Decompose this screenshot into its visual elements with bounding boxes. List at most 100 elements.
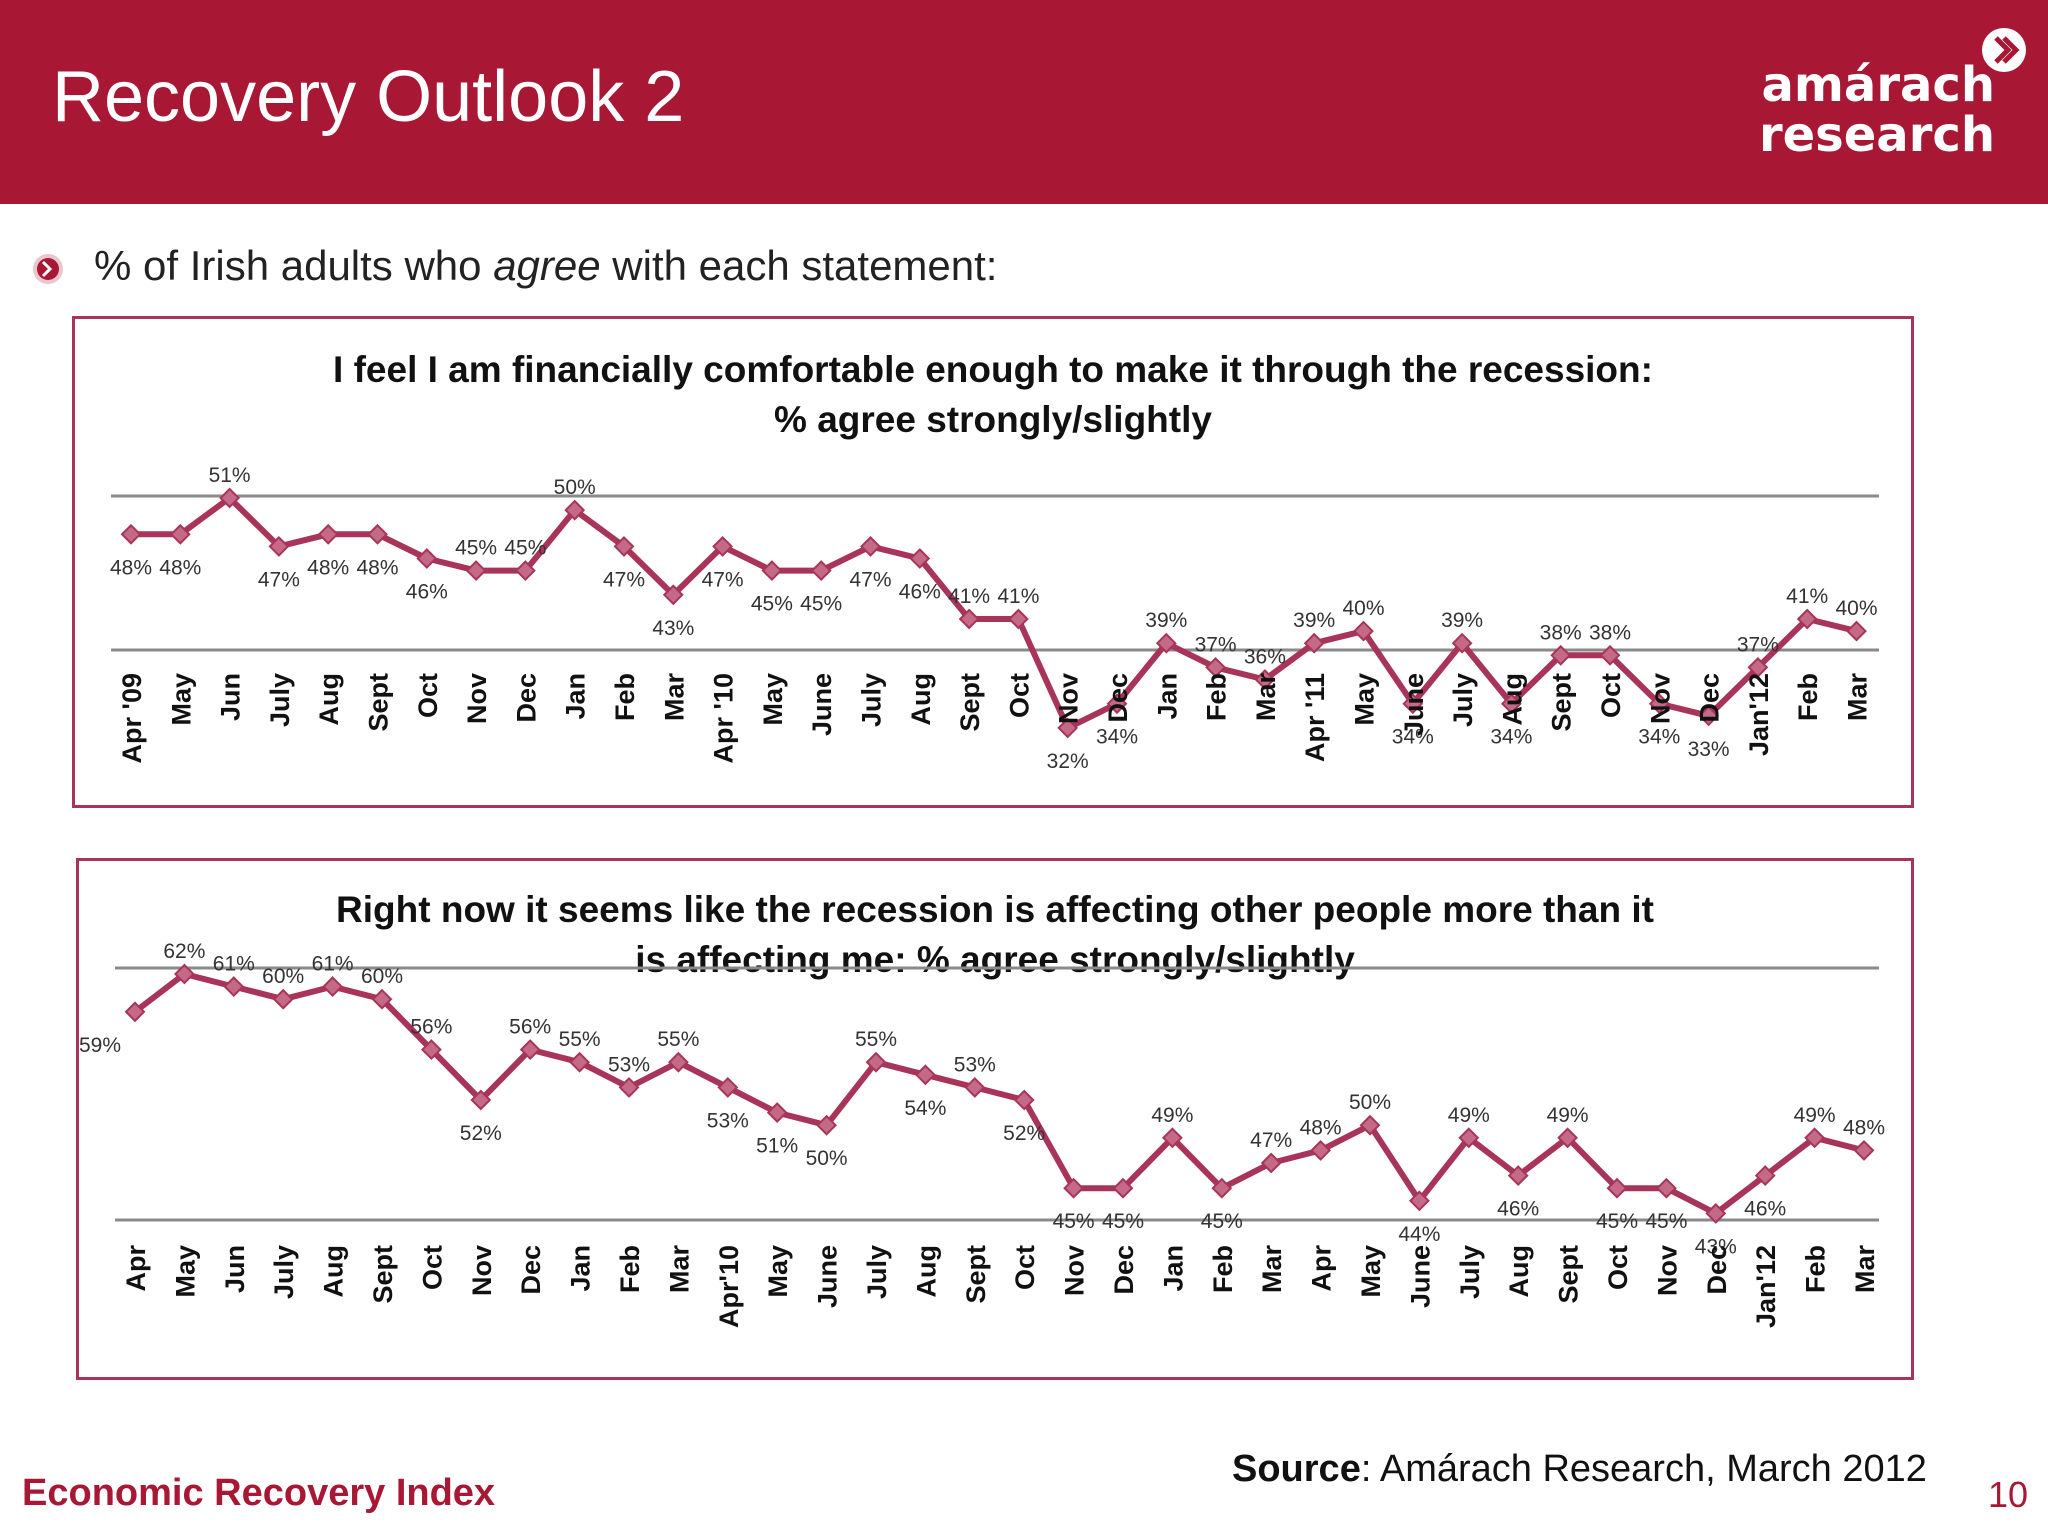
chart1-point [1205,656,1227,678]
chart1-tick-label: Mar [1843,673,1873,722]
chart1-tick-label: Apr '10 [709,673,739,763]
chart2-data-label: 45% [1596,1210,1638,1233]
chart1-point [662,584,684,606]
chart2-data-label: 43% [1695,1235,1737,1258]
chart2-point [1853,1139,1875,1161]
chart1-data-label: 34% [1096,726,1138,749]
chart2-point [272,988,294,1010]
chart2-data-label: 45% [1201,1210,1243,1233]
header-bar: Recovery Outlook 2 amárach research [0,0,2048,204]
chart1-point [860,535,881,557]
chart1-point [1796,608,1818,630]
chart2-data-label: 53% [954,1053,996,1076]
chart2-tick-label: Jun [220,1245,250,1293]
chart1-tick-label: Feb [1793,673,1823,721]
chart1-title-line1: I feel I am financially comfortable enou… [333,349,1653,390]
subtitle-pre: % of Irish adults who [94,242,494,289]
chart2-data-label: 46% [1497,1198,1539,1221]
chart1-point [1254,669,1276,690]
chart1-point [317,523,339,545]
chart1-tick-label: June [807,673,837,736]
chart1-point [1353,620,1374,642]
chart2-data-label: 50% [806,1147,848,1170]
chart2-point [1804,1127,1826,1149]
chart2-title-line2: is affecting me: % agree strongly/slight… [635,939,1355,980]
chart1-data-label: 38% [1589,621,1631,644]
chart1-point [1106,693,1128,715]
chart2-tick-label: Jan'12 [1751,1245,1781,1328]
chart1-tick-label: Jun [216,673,246,721]
chart1-data-label: 39% [1441,609,1483,632]
chart1-data-label: 33% [1688,738,1730,761]
chart2-tick-label: Mar [1850,1245,1880,1294]
chart-affecting-others: Right now it seems like the recession is… [76,858,1914,1380]
chart2-data-label: 55% [855,1028,897,1051]
chart2-data-label: 55% [657,1028,699,1051]
chart2-point [1754,1165,1776,1187]
bullet-chevron-icon [33,254,63,284]
chart2-tick-label: Nov [467,1245,497,1296]
chart1-tick-label: Mar [1251,673,1281,722]
chart2-tick-label: Aug [319,1245,349,1297]
chart2-data-label: 55% [559,1028,601,1051]
chart1-tick-label: Apr '11 [1300,673,1330,762]
chart1-tick-label: Oct [1004,673,1034,718]
chart2-point [1260,1152,1282,1174]
chart2-tick-label: Aug [911,1245,941,1297]
source-note: Source: Amárach Research, March 2012 [1232,1448,1927,1491]
chart2-point [1013,1089,1035,1111]
chart1-tick-label: Sept [955,673,985,732]
chart1-data-label: 32% [1047,750,1089,773]
chart1-data-label: 38% [1540,621,1582,644]
chart2-tick-label: Apr [1307,1245,1337,1292]
chart2-point [1310,1139,1332,1161]
logo-line1: amárach [1761,57,1995,113]
chart1-data-label: 48% [307,556,349,579]
chart1-tick-label: Nov [1054,673,1084,724]
chart2-tick-label: Sept [368,1245,398,1304]
chart2-data-label: 45% [1645,1210,1687,1233]
chart2-point [816,1114,838,1136]
chart1-point [367,523,388,545]
chart1-point [514,560,536,582]
chart2-data-label: 53% [707,1109,749,1132]
chart2-title-line1: Right now it seems like the recession is… [336,889,1654,930]
chart2-data-label: 53% [608,1053,650,1076]
chart2-tick-label: Dec [1109,1245,1139,1295]
chart1-tick-label: Dec [1103,673,1133,723]
chart2-tick-label: Oct [417,1245,447,1290]
chart2-tick-label: June [813,1245,843,1308]
chart2-tick-label: Aug [1504,1245,1534,1297]
chart2-tick-label: Oct [1603,1245,1633,1290]
chart2-point [1211,1177,1233,1199]
chart2-point [1161,1127,1183,1149]
chart2-point [717,1076,739,1098]
chart2-point [124,1001,146,1023]
chart-financially-comfortable: I feel I am financially comfortable enou… [72,316,1914,808]
chart1-point [958,608,980,630]
chart1-data-label: 40% [1342,597,1384,620]
chart1-point [219,487,241,509]
chart2-tick-label: June [1405,1245,1435,1308]
chart2-data-label: 49% [1151,1104,1193,1127]
chart1-point [1846,620,1867,642]
chart2-data-label: 56% [410,1016,452,1039]
chart2-data-label: 48% [1300,1116,1342,1139]
chart1-data-label: 41% [997,585,1039,608]
chart2-data-label: 52% [1003,1122,1045,1145]
chart2-point [618,1076,640,1098]
chart1-tick-label: Dec [511,673,541,723]
chart1-tick-label: July [857,673,887,727]
chart1-data-label: 48% [159,556,201,579]
company-logo: amárach research [1755,60,1995,160]
chart1-tick-label: Jan [561,673,591,720]
chart2-point [914,1064,936,1086]
chart2-data-label: 54% [904,1097,946,1120]
chart2-point [1359,1114,1381,1136]
chart2-point [766,1102,788,1124]
chart2-data-label: 44% [1398,1223,1440,1246]
chart2-data-label: 51% [756,1135,798,1158]
chart1-point [120,523,142,545]
chart2-tick-label: Apr [121,1245,151,1292]
chart2-data-label: 45% [1102,1210,1144,1233]
